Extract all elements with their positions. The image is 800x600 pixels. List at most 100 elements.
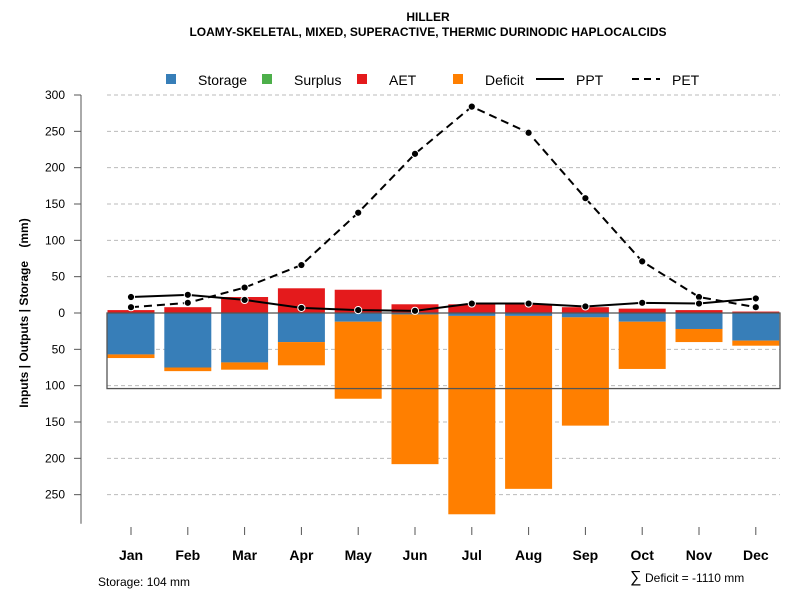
y-tick-label: 150: [45, 415, 65, 429]
point-pet: [354, 208, 363, 217]
bar-storage: [334, 313, 382, 322]
y-axis: 300 250 200 150 100 50 0 50 100 150 200 250: [45, 88, 82, 524]
legend-label: Deficit: [485, 72, 524, 88]
bar-deficit: [618, 321, 666, 369]
lines: [126, 102, 760, 315]
bar-aet: [505, 304, 553, 313]
y-tick-label: 150: [45, 197, 65, 211]
gridlines: [107, 94, 780, 496]
point-ppt: [410, 306, 420, 315]
bar-deficit: [561, 317, 609, 426]
point-pet: [581, 194, 590, 203]
x-tick-label: Aug: [515, 547, 542, 563]
point-pet: [297, 260, 306, 270]
point-ppt: [126, 292, 136, 302]
bar-aet: [164, 307, 212, 313]
x-tick-label: Nov: [686, 547, 713, 563]
bar-storage: [221, 313, 269, 363]
bar-deficit: [448, 315, 496, 515]
legend-swatch: [453, 74, 463, 84]
y-tick-label: 300: [45, 88, 65, 102]
point-pet: [467, 102, 476, 111]
bar-storage: [732, 313, 780, 341]
bar-deficit: [277, 342, 325, 366]
bar-deficit: [334, 321, 382, 399]
legend-label: PPT: [576, 72, 604, 88]
y-tick-label: 250: [45, 488, 65, 502]
point-pet: [240, 283, 249, 292]
point-pet: [126, 303, 136, 312]
legend-label: Surplus: [294, 72, 341, 88]
bar-storage: [505, 313, 553, 316]
legend-label: Storage: [198, 72, 247, 88]
x-axis: Jan Feb Mar Apr May Jun Jul Aug Sep Oct Nov Dec: [119, 527, 769, 563]
y-tick-label: 100: [45, 233, 65, 247]
legend-item-deficit: Deficit: [453, 72, 524, 88]
storage-annotation: Storage: 104 mm: [98, 575, 190, 589]
x-tick-label: Jun: [403, 547, 428, 563]
line-ppt: [130, 293, 756, 312]
legend-label: PET: [672, 72, 700, 88]
bar-deficit: [221, 362, 269, 370]
sigma-symbol: ∑: [630, 569, 641, 586]
point-ppt: [638, 298, 647, 307]
x-tick-label: Mar: [232, 547, 257, 563]
y-tick-label: 100: [45, 379, 65, 393]
bar-storage: [675, 313, 723, 329]
point-pet: [524, 128, 533, 137]
x-tick-label: Oct: [631, 547, 655, 563]
bar-aet: [448, 304, 496, 313]
y-axis-label: Inputs | Outputs | Storage (mm): [17, 218, 31, 407]
y-tick-label: 200: [45, 451, 65, 465]
point-pet: [638, 257, 647, 266]
point-ppt: [354, 305, 363, 315]
legend: Storage Surplus AET Deficit PPT PET: [166, 72, 700, 88]
deficit-sum-annotation: Deficit = -1110 mm: [645, 571, 744, 585]
bar-deficit: [505, 315, 553, 489]
point-ppt: [694, 299, 704, 308]
legend-swatch: [357, 74, 367, 84]
bar-deficit: [675, 328, 723, 343]
bar-deficit: [732, 340, 780, 346]
point-ppt: [581, 302, 590, 311]
chart-subtitle: LOAMY-SKELETAL, MIXED, SUPERACTIVE, THER…: [189, 25, 666, 39]
bar-storage: [561, 313, 609, 318]
line-pet: [130, 105, 756, 309]
legend-item-pet: PET: [632, 72, 700, 88]
y-tick-label: 0: [58, 306, 65, 320]
point-ppt: [297, 303, 306, 313]
bars: [107, 288, 780, 515]
x-tick-label: Jul: [462, 547, 482, 563]
bar-deficit: [391, 314, 439, 465]
point-ppt: [751, 294, 760, 303]
bar-storage: [277, 313, 325, 343]
y-tick-label: 250: [45, 124, 65, 138]
legend-swatch: [166, 74, 176, 84]
bar-storage: [164, 313, 212, 368]
point-ppt: [524, 299, 533, 308]
legend-item-ppt: PPT: [536, 72, 604, 88]
chart-title: HILLER: [406, 10, 450, 24]
legend-label: AET: [389, 72, 417, 88]
bar-aet: [107, 310, 155, 313]
legend-item-surplus: Surplus: [262, 72, 341, 88]
bar-deficit: [107, 354, 155, 359]
point-ppt: [467, 299, 476, 308]
point-ppt: [183, 290, 192, 299]
x-tick-label: Sep: [573, 547, 599, 563]
storage-capacity-box: [106, 312, 781, 390]
bar-storage: [448, 313, 496, 316]
bar-storage: [107, 313, 155, 355]
x-tick-label: Jan: [119, 547, 143, 563]
x-tick-label: Apr: [289, 547, 314, 563]
y-tick-label: 50: [52, 270, 66, 284]
y-tick-label: 200: [45, 161, 65, 175]
bar-deficit: [164, 367, 212, 372]
x-tick-label: Feb: [175, 547, 200, 563]
bar-aet: [675, 310, 723, 313]
point-pet: [751, 303, 760, 312]
legend-item-storage: Storage: [166, 72, 247, 88]
legend-swatch: [262, 74, 272, 84]
point-pet: [410, 149, 420, 158]
y-tick-label: 50: [52, 342, 66, 356]
